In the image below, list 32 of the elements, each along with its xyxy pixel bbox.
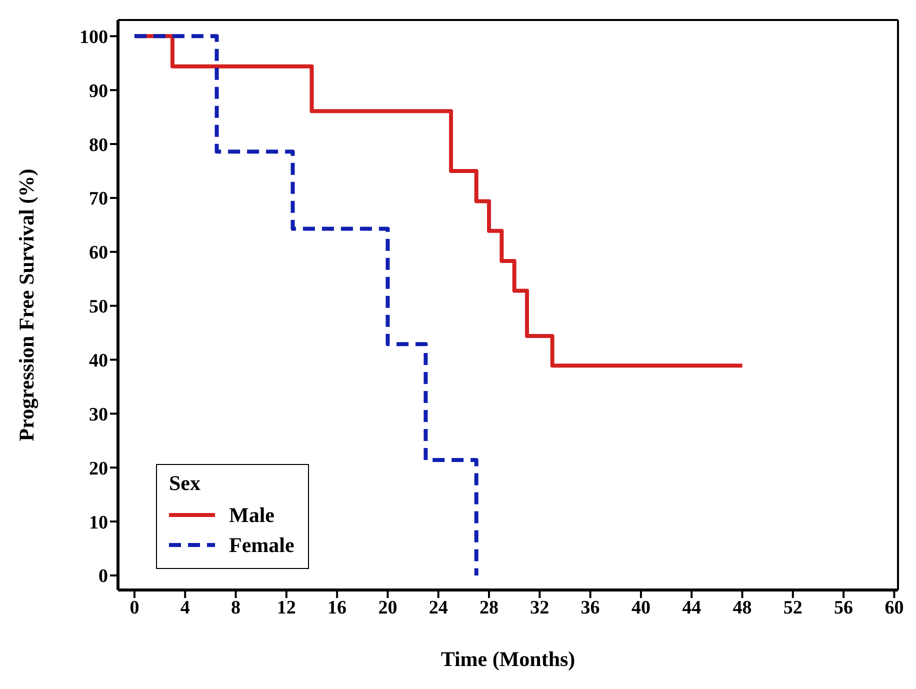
x-tick-label: 12: [276, 597, 296, 618]
y-tick-label: 40: [89, 350, 108, 372]
x-tick-label: 56: [834, 597, 854, 618]
x-tick-label: 60: [884, 597, 904, 618]
x-tick-label: 36: [580, 597, 600, 618]
y-tick-label: 20: [89, 458, 108, 480]
x-tick-label: 52: [783, 597, 802, 618]
y-tick-label: 10: [89, 512, 108, 534]
y-tick-label: 50: [89, 296, 108, 318]
x-tick-label: 20: [378, 597, 398, 618]
y-tick-label: 80: [89, 134, 108, 156]
x-tick-label: 40: [631, 597, 650, 618]
y-tick-label: 90: [89, 80, 108, 102]
x-tick-label: 28: [480, 597, 499, 618]
x-tick-label: 16: [328, 597, 347, 618]
x-tick-label: 44: [682, 597, 702, 618]
x-tick-label: 24: [428, 597, 448, 618]
x-tick-label: 8: [231, 597, 241, 618]
y-axis-title: Progression Free Survival (%): [14, 168, 38, 442]
legend-title: Sex: [169, 471, 202, 496]
x-tick-label: 32: [530, 597, 550, 618]
y-tick-label: 70: [89, 188, 108, 210]
x-tick-label: 48: [732, 597, 752, 618]
x-tick-label: 0: [130, 597, 140, 618]
y-tick-label: 100: [80, 26, 108, 48]
legend-label: Male: [229, 502, 274, 528]
y-tick-label: 30: [89, 404, 108, 426]
x-axis-title: Time (Months): [440, 647, 576, 671]
y-tick-label: 60: [89, 242, 108, 264]
x-tick-label: 4: [180, 597, 190, 618]
y-tick-label: 0: [98, 566, 108, 588]
legend-label: Female: [229, 532, 294, 558]
